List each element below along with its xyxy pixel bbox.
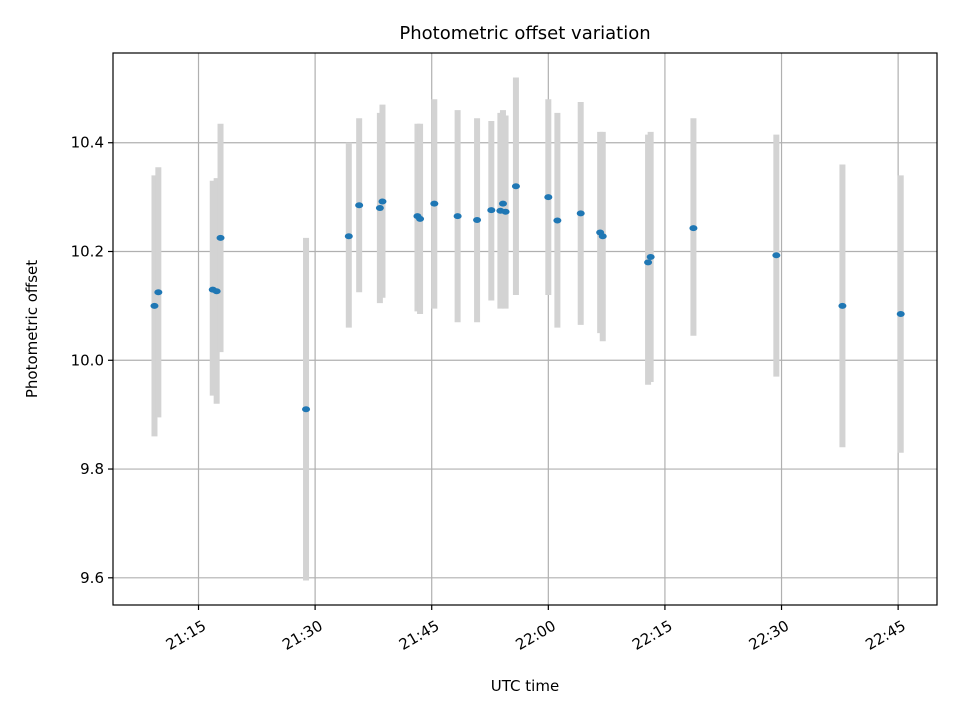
data-point bbox=[646, 253, 655, 260]
data-point bbox=[344, 233, 353, 240]
y-tick-label: 10.0 bbox=[71, 351, 104, 369]
data-point bbox=[544, 194, 553, 201]
data-point bbox=[473, 216, 482, 223]
data-point bbox=[150, 302, 159, 309]
data-point bbox=[416, 215, 425, 222]
chart-title: Photometric offset variation bbox=[399, 23, 650, 44]
data-point bbox=[430, 200, 439, 207]
data-point bbox=[154, 289, 163, 296]
data-point bbox=[896, 311, 905, 318]
y-tick-label: 10.4 bbox=[71, 134, 104, 152]
data-point bbox=[375, 204, 384, 211]
data-point bbox=[598, 233, 607, 240]
data-point bbox=[453, 213, 462, 220]
data-point bbox=[501, 208, 510, 215]
data-point bbox=[498, 200, 507, 207]
y-tick-label: 9.8 bbox=[80, 460, 104, 478]
data-point bbox=[378, 198, 387, 205]
data-point bbox=[838, 302, 847, 309]
y-axis-label: Photometric offset bbox=[23, 260, 41, 398]
x-axis-label: UTC time bbox=[491, 677, 559, 695]
data-point bbox=[212, 288, 221, 295]
data-point bbox=[355, 202, 364, 209]
y-tick-label: 9.6 bbox=[80, 569, 104, 587]
data-point bbox=[487, 207, 496, 214]
plot-frame bbox=[112, 52, 938, 606]
data-point bbox=[511, 183, 520, 190]
data-point bbox=[216, 234, 225, 241]
y-tick-label: 10.2 bbox=[71, 243, 104, 261]
data-point bbox=[772, 252, 781, 259]
data-point bbox=[302, 406, 311, 413]
data-point bbox=[576, 210, 585, 217]
data-points bbox=[150, 183, 905, 413]
data-point bbox=[644, 259, 653, 266]
data-point bbox=[553, 217, 562, 224]
data-point bbox=[689, 225, 698, 232]
